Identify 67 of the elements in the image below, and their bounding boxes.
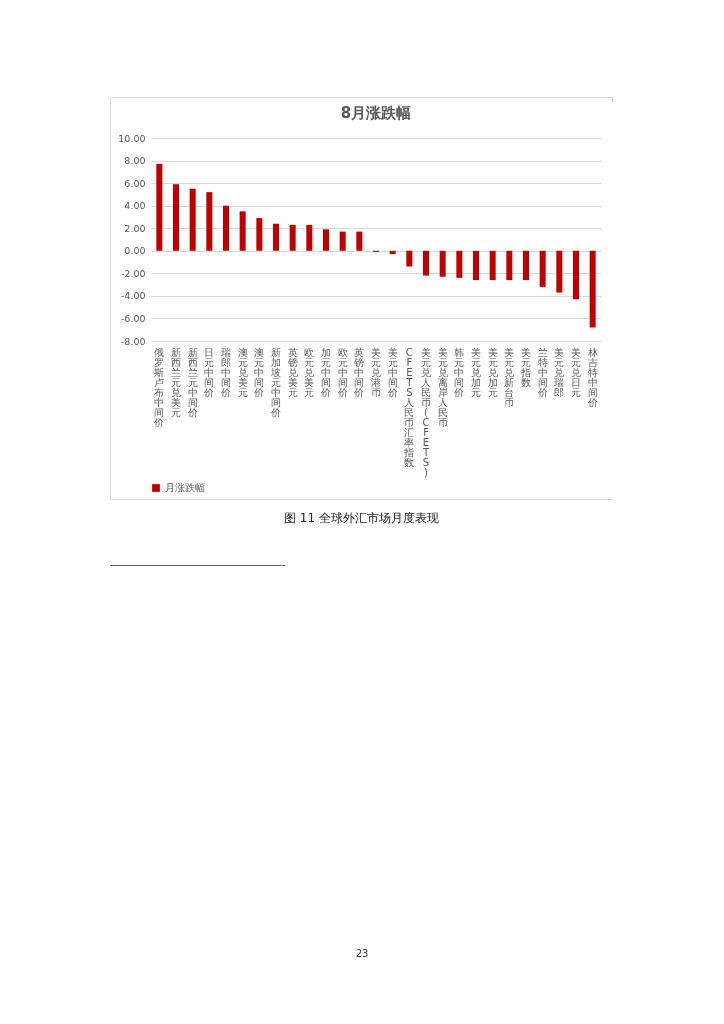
x-tick-label: 瑞郎中间价: [220, 346, 231, 398]
text: 23: [354, 948, 370, 959]
bar: [156, 163, 163, 251]
x-tick-label: 美元兑港币: [371, 346, 381, 398]
x-tick-label: 加元中间价: [320, 346, 331, 398]
x-tick-label: 美元指数: [520, 346, 531, 388]
x-tick-label: 林吉特中间价: [586, 346, 598, 408]
caption: 图 11 全球外汇市场月度表现: [283, 510, 440, 527]
y-tick-label: 8.00: [124, 155, 146, 167]
bar: [223, 205, 229, 251]
bar: [356, 231, 363, 251]
x-tick-label: 美元兑加元: [471, 346, 481, 398]
y-tick-label: 0.00: [124, 245, 146, 257]
bar: [439, 250, 446, 277]
bar: [456, 250, 463, 278]
bar: [273, 223, 279, 251]
x-tick-label: 英镑兑美元: [286, 346, 298, 398]
bar: [423, 250, 429, 276]
x-tick-label: 兰特中间价: [536, 346, 548, 398]
bar: [389, 250, 396, 255]
bar: [339, 231, 346, 251]
bar: [556, 250, 563, 293]
x-tick-label: 美元兑新台币: [504, 346, 515, 408]
bar: [473, 250, 479, 281]
chart-title: 8月涨跌幅: [340, 104, 412, 122]
y-tick-label: -4.00: [120, 290, 146, 302]
y-tick-label: -8.00: [120, 335, 146, 347]
x-tick-label: 英镑中间价: [353, 346, 365, 398]
bar: [539, 250, 546, 287]
x-tick-label: 美元兑日元: [571, 346, 581, 398]
bar: [289, 224, 296, 251]
y-tick-label: 6.00: [124, 177, 146, 189]
x-tick-label: 日元中间价: [203, 346, 215, 398]
bar: [573, 250, 579, 300]
bar: [256, 218, 263, 251]
y-tick-label: 4.00: [124, 200, 146, 212]
bar: [506, 250, 513, 281]
bar: [523, 250, 529, 281]
bar: [489, 250, 496, 281]
x-tick-label: 俄罗斯卢布中间价: [153, 346, 165, 428]
legend-label: 月涨跌幅: [165, 482, 205, 493]
bar: [406, 250, 413, 267]
y-tick-label: -2.00: [120, 267, 146, 279]
x-tick-label: 美元兑瑞郎: [554, 346, 565, 398]
x-tick-label: 欧元中间价: [336, 346, 348, 398]
y-tick-label: 2.00: [124, 222, 146, 234]
bar: [189, 188, 196, 251]
x-tick-label: 新西兰元兑美元: [171, 346, 181, 418]
x-tick-label: 韩元中间价: [453, 346, 465, 398]
x-tick-label: 澳元兑美元: [237, 346, 248, 398]
category-label: 美元兑人民币(CFETS): [421, 346, 431, 478]
bar: [589, 250, 596, 328]
bar: [173, 184, 179, 251]
y-tick-label: -6.00: [120, 312, 146, 324]
x-tick-label: 美元中间价: [386, 346, 398, 398]
bar: [239, 211, 246, 251]
x-tick-label: 澳元中间价: [253, 346, 265, 398]
y-tick-label: 10.00: [118, 132, 146, 144]
x-tick-label: 新西兰元中间价: [186, 346, 198, 418]
bar: [206, 192, 213, 251]
x-tick-label: 美元兑离岸人民币: [437, 346, 448, 428]
x-tick-label: 欧元兑美元: [304, 346, 315, 398]
bar: [306, 224, 313, 251]
bar: [323, 229, 329, 251]
category-label: CFETS人民币汇率指数: [404, 346, 415, 468]
x-tick-label: 新加坡元中间价: [270, 346, 281, 418]
x-tick-label: 美元兑加元: [487, 346, 498, 398]
